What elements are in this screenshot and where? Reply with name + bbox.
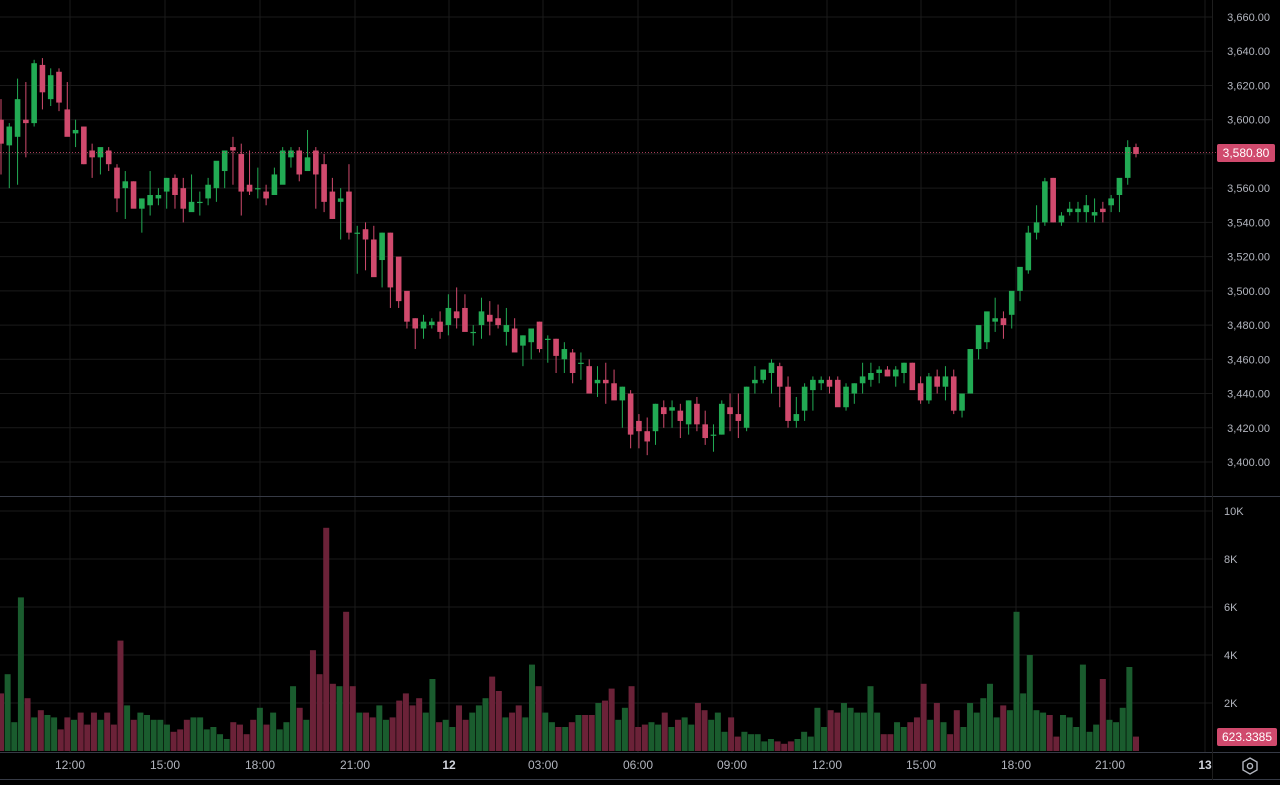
- svg-text:21:00: 21:00: [340, 758, 370, 772]
- volume-bars: [0, 527, 1139, 751]
- svg-text:13: 13: [1198, 758, 1212, 772]
- svg-text:3,460.00: 3,460.00: [1227, 354, 1270, 366]
- chart-settings-button[interactable]: [1238, 754, 1262, 778]
- svg-text:09:00: 09:00: [717, 758, 747, 772]
- svg-text:21:00: 21:00: [1095, 758, 1125, 772]
- gear-hex-icon: [1242, 757, 1258, 775]
- svg-text:3,500.00: 3,500.00: [1227, 286, 1270, 298]
- svg-text:3,520.00: 3,520.00: [1227, 252, 1270, 264]
- svg-text:3,560.00: 3,560.00: [1227, 183, 1270, 195]
- svg-text:3,660.00: 3,660.00: [1227, 12, 1270, 24]
- svg-text:06:00: 06:00: [623, 758, 653, 772]
- svg-text:2K: 2K: [1224, 698, 1238, 710]
- svg-text:6K: 6K: [1224, 602, 1238, 614]
- svg-text:15:00: 15:00: [150, 758, 180, 772]
- svg-text:03:00: 03:00: [528, 758, 558, 772]
- svg-text:12:00: 12:00: [812, 758, 842, 772]
- svg-text:3,640.00: 3,640.00: [1227, 46, 1270, 58]
- svg-text:8K: 8K: [1224, 554, 1238, 566]
- grid-lines: [0, 0, 1212, 752]
- last-volume-label: 623.3385: [1217, 728, 1277, 746]
- last-price-label: 3,580.80: [1217, 144, 1275, 162]
- svg-text:3,600.00: 3,600.00: [1227, 115, 1270, 127]
- svg-text:3,620.00: 3,620.00: [1227, 80, 1270, 92]
- svg-text:12: 12: [442, 758, 456, 772]
- svg-text:12:00: 12:00: [55, 758, 85, 772]
- svg-text:3,480.00: 3,480.00: [1227, 320, 1270, 332]
- svg-text:3,420.00: 3,420.00: [1227, 423, 1270, 435]
- svg-text:4K: 4K: [1224, 650, 1238, 662]
- svg-text:3,400.00: 3,400.00: [1227, 457, 1270, 469]
- svg-text:3,440.00: 3,440.00: [1227, 389, 1270, 401]
- svg-text:18:00: 18:00: [245, 758, 275, 772]
- svg-text:10K: 10K: [1224, 506, 1244, 518]
- svg-text:15:00: 15:00: [906, 758, 936, 772]
- svg-text:18:00: 18:00: [1001, 758, 1031, 772]
- svg-text:3,540.00: 3,540.00: [1227, 217, 1270, 229]
- price-candles: [0, 58, 1139, 456]
